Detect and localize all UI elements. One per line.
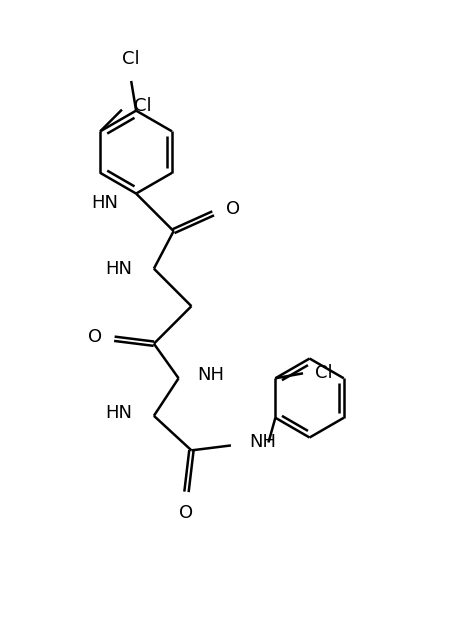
Text: O: O	[226, 200, 240, 218]
Text: Cl: Cl	[134, 97, 151, 115]
Text: O: O	[88, 328, 103, 346]
Text: NH: NH	[250, 433, 277, 451]
Text: HN: HN	[105, 404, 132, 422]
Text: O: O	[180, 504, 194, 522]
Text: Cl: Cl	[122, 50, 140, 68]
Text: Cl: Cl	[315, 364, 333, 382]
Text: NH: NH	[198, 366, 225, 384]
Text: HN: HN	[91, 195, 118, 212]
Text: HN: HN	[105, 260, 132, 278]
